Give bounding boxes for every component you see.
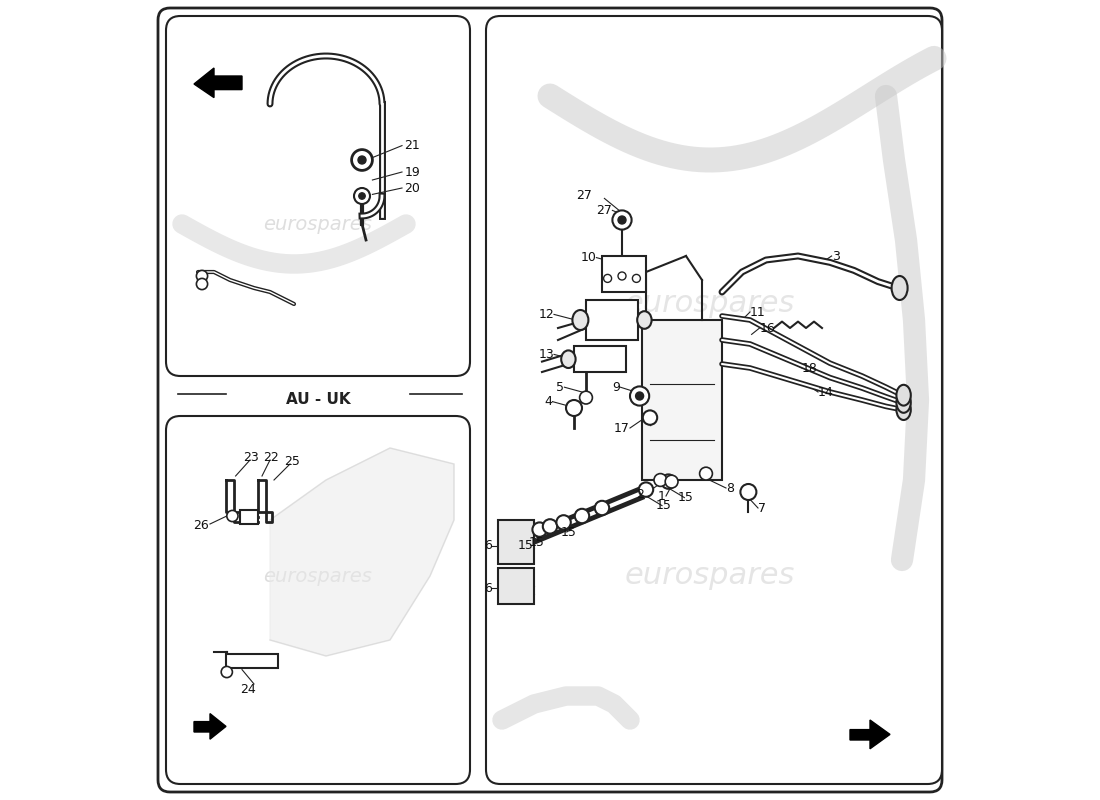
Circle shape — [197, 278, 208, 290]
Circle shape — [642, 410, 657, 425]
Ellipse shape — [896, 392, 911, 413]
Polygon shape — [270, 448, 454, 656]
Ellipse shape — [561, 350, 575, 368]
Ellipse shape — [572, 310, 588, 330]
Text: 16: 16 — [760, 322, 775, 334]
Text: 15: 15 — [678, 491, 694, 504]
FancyBboxPatch shape — [158, 8, 942, 792]
Circle shape — [566, 400, 582, 416]
Circle shape — [632, 274, 640, 282]
Text: eurospares: eurospares — [264, 566, 373, 586]
Circle shape — [604, 274, 612, 282]
Text: 6: 6 — [484, 539, 493, 552]
Ellipse shape — [896, 399, 911, 420]
Text: 15: 15 — [561, 526, 576, 538]
Text: 1: 1 — [658, 490, 666, 502]
Polygon shape — [850, 720, 890, 749]
Circle shape — [354, 188, 370, 204]
Bar — [498, 568, 534, 604]
Text: 11: 11 — [750, 306, 766, 318]
Text: 3: 3 — [832, 250, 839, 262]
Text: 21: 21 — [405, 139, 420, 152]
Circle shape — [613, 210, 631, 230]
Bar — [586, 300, 638, 340]
Circle shape — [557, 515, 571, 530]
Text: 14: 14 — [818, 386, 834, 398]
Circle shape — [740, 484, 757, 500]
Text: 5: 5 — [557, 381, 564, 394]
Ellipse shape — [637, 311, 651, 329]
Text: eurospares: eurospares — [625, 290, 795, 318]
Polygon shape — [194, 68, 242, 98]
Text: AU - UK: AU - UK — [286, 392, 350, 407]
Bar — [241, 510, 258, 524]
Circle shape — [542, 519, 558, 534]
Text: 12: 12 — [538, 308, 554, 321]
Text: 20: 20 — [405, 182, 420, 194]
Circle shape — [221, 666, 232, 678]
Circle shape — [666, 475, 678, 488]
Text: 26: 26 — [192, 519, 208, 532]
Circle shape — [352, 150, 373, 170]
Text: eurospares: eurospares — [264, 214, 373, 234]
Circle shape — [654, 474, 667, 486]
FancyBboxPatch shape — [486, 16, 942, 784]
Text: 18: 18 — [802, 362, 818, 374]
Polygon shape — [194, 714, 226, 739]
Text: 6: 6 — [484, 582, 493, 594]
Circle shape — [575, 509, 590, 523]
Text: 2: 2 — [637, 488, 645, 501]
Circle shape — [639, 482, 653, 497]
Text: 9: 9 — [613, 381, 620, 394]
Circle shape — [580, 391, 593, 404]
FancyBboxPatch shape — [166, 16, 470, 376]
Circle shape — [595, 501, 609, 515]
Bar — [642, 320, 722, 480]
Bar — [498, 520, 534, 564]
Ellipse shape — [896, 385, 911, 406]
Text: 13: 13 — [538, 348, 554, 361]
Text: 10: 10 — [581, 251, 596, 264]
Text: 4: 4 — [544, 395, 552, 408]
Circle shape — [359, 193, 365, 199]
Polygon shape — [514, 524, 525, 558]
FancyBboxPatch shape — [166, 416, 470, 784]
Circle shape — [661, 474, 675, 489]
Text: 25: 25 — [285, 455, 300, 468]
Text: 23: 23 — [243, 451, 260, 464]
Circle shape — [227, 510, 238, 522]
Circle shape — [358, 156, 366, 164]
Circle shape — [532, 522, 547, 537]
Text: 15: 15 — [528, 536, 544, 549]
Circle shape — [197, 270, 208, 282]
Text: 8: 8 — [726, 482, 734, 494]
Circle shape — [636, 392, 644, 400]
Text: 15: 15 — [656, 499, 671, 512]
Text: 19: 19 — [405, 166, 420, 178]
Ellipse shape — [892, 276, 907, 300]
Bar — [602, 256, 646, 292]
Text: 27: 27 — [596, 204, 613, 217]
Text: 17: 17 — [614, 422, 630, 434]
Circle shape — [618, 272, 626, 280]
Text: 24: 24 — [240, 683, 255, 696]
Bar — [574, 346, 626, 372]
Text: 15: 15 — [518, 539, 534, 552]
Text: eurospares: eurospares — [625, 562, 795, 590]
Circle shape — [630, 386, 649, 406]
Bar — [226, 654, 278, 668]
Text: 7: 7 — [758, 502, 766, 514]
Circle shape — [618, 216, 626, 224]
Text: 22: 22 — [264, 451, 279, 464]
Circle shape — [700, 467, 713, 480]
Text: 27: 27 — [575, 189, 592, 202]
